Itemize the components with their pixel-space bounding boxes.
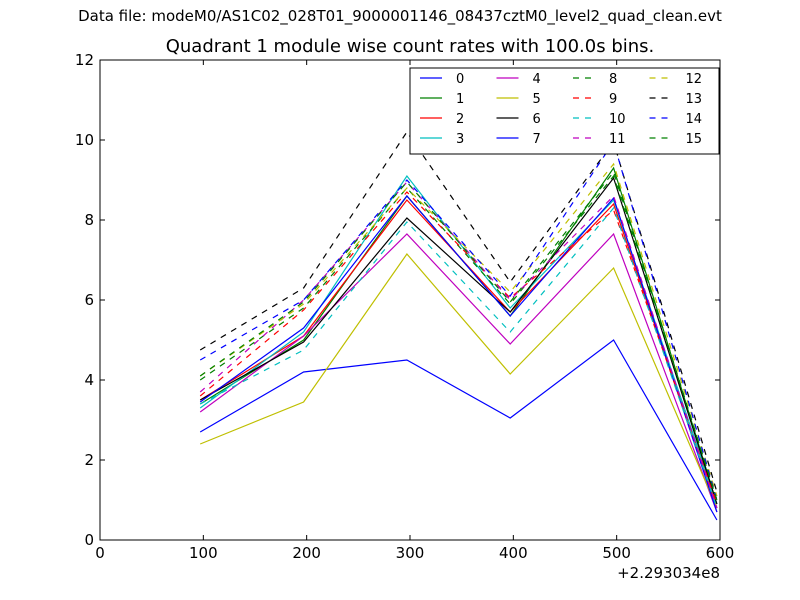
y-tick-label: 12 bbox=[75, 51, 94, 69]
series-line-6 bbox=[199, 176, 718, 505]
series-line-3 bbox=[199, 174, 718, 505]
legend-label-1: 1 bbox=[456, 92, 464, 107]
series-line-13 bbox=[199, 130, 718, 493]
series-line-14 bbox=[199, 140, 718, 501]
x-tick-label: 500 bbox=[602, 544, 631, 562]
legend-label-14: 14 bbox=[686, 112, 703, 127]
legend-label-15: 15 bbox=[686, 132, 703, 147]
y-tick-label: 2 bbox=[84, 451, 94, 469]
series-line-8 bbox=[199, 174, 718, 501]
legend-label-4: 4 bbox=[533, 72, 541, 87]
series-line-7 bbox=[199, 195, 718, 513]
legend-label-7: 7 bbox=[533, 132, 541, 147]
y-tick-label: 8 bbox=[84, 211, 94, 229]
x-tick-label: 400 bbox=[499, 544, 528, 562]
legend-box bbox=[409, 67, 720, 155]
y-tick-label: 10 bbox=[75, 131, 94, 149]
x-tick-label: 300 bbox=[396, 544, 425, 562]
series-line-12 bbox=[199, 162, 718, 497]
series-line-10 bbox=[199, 206, 718, 509]
y-tick-label: 0 bbox=[84, 531, 94, 549]
legend-label-3: 3 bbox=[456, 132, 464, 147]
x-tick-label: 600 bbox=[706, 544, 735, 562]
y-tick-label: 4 bbox=[84, 371, 94, 389]
series-line-15 bbox=[199, 170, 718, 501]
x-tick-label: 100 bbox=[189, 544, 218, 562]
legend-label-5: 5 bbox=[533, 92, 541, 107]
legend-label-8: 8 bbox=[609, 72, 617, 87]
series-line-5 bbox=[199, 253, 718, 509]
series-line-9 bbox=[199, 191, 718, 505]
series-line-11 bbox=[199, 181, 718, 509]
series-line-0 bbox=[199, 339, 718, 521]
series-line-4 bbox=[199, 232, 718, 513]
y-tick-label: 6 bbox=[84, 291, 94, 309]
legend-label-2: 2 bbox=[456, 112, 464, 127]
legend-label-0: 0 bbox=[456, 72, 464, 87]
legend-label-12: 12 bbox=[686, 72, 703, 87]
figure-suptitle: Data file: modeM0/AS1C02_028T01_90000011… bbox=[78, 7, 722, 25]
x-tick-label: 0 bbox=[95, 544, 105, 562]
legend-label-9: 9 bbox=[609, 92, 617, 107]
x-offset-label: +2.293034e8 bbox=[617, 564, 720, 582]
legend-label-11: 11 bbox=[609, 132, 626, 147]
series-lines bbox=[199, 130, 718, 521]
series-line-1 bbox=[199, 166, 718, 505]
legend-label-13: 13 bbox=[686, 92, 703, 107]
x-tick-label: 200 bbox=[292, 544, 321, 562]
chart-title: Quadrant 1 module wise count rates with … bbox=[165, 36, 655, 57]
legend-label-6: 6 bbox=[533, 112, 541, 127]
legend-label-10: 10 bbox=[609, 112, 626, 127]
